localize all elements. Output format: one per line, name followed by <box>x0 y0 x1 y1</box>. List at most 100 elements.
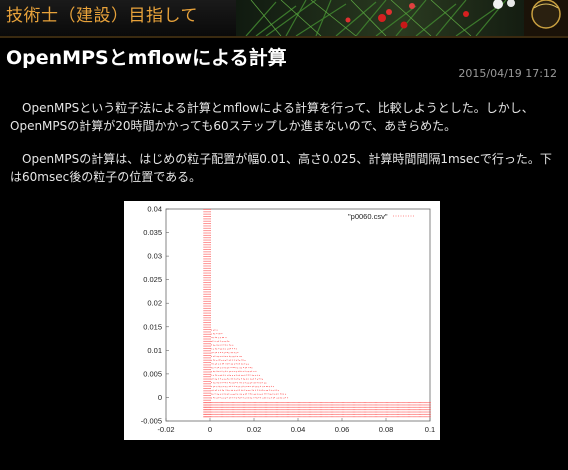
particle-point <box>350 402 351 403</box>
particle-point <box>301 414 302 415</box>
particle-point <box>216 416 217 417</box>
particle-point <box>426 412 427 413</box>
particle-point <box>362 402 363 403</box>
particle-point <box>417 412 418 413</box>
particle-point <box>207 233 208 234</box>
particle-point <box>207 412 208 413</box>
particle-point <box>339 414 340 415</box>
particle-point <box>210 409 211 410</box>
particle-point <box>208 390 209 391</box>
particle-point <box>214 405 215 406</box>
particle-point <box>208 320 209 321</box>
particle-point <box>214 397 215 398</box>
particle-point <box>357 416 358 417</box>
particle-point <box>206 242 207 243</box>
particle-point <box>302 412 303 413</box>
particle-point <box>250 375 251 376</box>
particle-point <box>207 357 208 358</box>
particle-point <box>218 364 219 365</box>
particle-point <box>210 412 211 413</box>
particle-point <box>217 405 218 406</box>
particle-point <box>423 414 424 415</box>
particle-point <box>208 218 209 219</box>
particle-point <box>264 386 265 387</box>
particle-point <box>400 402 401 403</box>
particle-point <box>236 398 237 399</box>
particle-point <box>203 327 204 328</box>
particle-point <box>206 407 207 408</box>
particle-point <box>372 407 373 408</box>
particle-point <box>370 407 371 408</box>
particle-point <box>269 402 270 403</box>
particle-point <box>217 371 218 372</box>
particle-point <box>394 414 395 415</box>
particle-point <box>209 317 210 318</box>
particle-point <box>207 270 208 271</box>
particle-point <box>231 378 232 379</box>
particle-point <box>313 414 314 415</box>
x-tick-label: 0.06 <box>335 425 350 434</box>
particle-point <box>232 409 233 410</box>
particle-point <box>230 412 231 413</box>
particle-point <box>205 237 206 238</box>
particle-point <box>240 394 241 395</box>
particle-point <box>396 414 397 415</box>
particle-point <box>207 372 208 373</box>
particle-point <box>228 341 229 342</box>
particle-point <box>249 414 250 415</box>
particle-point <box>230 397 231 398</box>
particle-point <box>206 223 207 224</box>
particle-point <box>282 409 283 410</box>
particle-point <box>266 412 267 413</box>
blog-title-link[interactable]: 技術士（建設）目指して <box>6 4 198 28</box>
particle-point <box>304 405 305 406</box>
particle-point <box>206 388 207 389</box>
particle-point <box>203 216 204 217</box>
particle-point <box>243 360 244 361</box>
particle-point <box>266 402 267 403</box>
particle-point <box>405 414 406 415</box>
particle-point <box>207 291 208 292</box>
particle-point <box>230 402 231 403</box>
particle-point <box>284 414 285 415</box>
particle-point <box>377 414 378 415</box>
particle-point <box>387 414 388 415</box>
particle-point <box>317 414 318 415</box>
particle-point <box>254 405 255 406</box>
post-title[interactable]: OpenMPSとmflowによる計算 <box>6 43 287 70</box>
particle-point <box>343 407 344 408</box>
particle-point <box>220 337 221 338</box>
particle-point <box>418 414 419 415</box>
particle-point <box>274 394 275 395</box>
particle-point <box>313 412 314 413</box>
particle-point <box>349 414 350 415</box>
particle-point <box>253 402 254 403</box>
particle-point <box>349 402 350 403</box>
particle-point <box>338 402 339 403</box>
particle-point <box>420 409 421 410</box>
particle-point <box>210 273 211 274</box>
particle-point <box>213 382 214 383</box>
particle-point <box>228 405 229 406</box>
particle-point <box>287 405 288 406</box>
particle-point <box>297 412 298 413</box>
particle-point <box>205 376 206 377</box>
particle-point <box>232 386 233 387</box>
particle-point <box>363 416 364 417</box>
particle-point <box>262 405 263 406</box>
particle-point <box>238 416 239 417</box>
particle-point <box>209 414 210 415</box>
particle-point <box>365 402 366 403</box>
particle-point <box>207 249 208 250</box>
particle-point <box>305 414 306 415</box>
particle-point <box>352 409 353 410</box>
particle-point <box>282 405 283 406</box>
particle-point <box>212 412 213 413</box>
particle-point <box>218 352 219 353</box>
particle-point <box>205 414 206 415</box>
particle-point <box>208 388 209 389</box>
particle-point <box>397 405 398 406</box>
particle-point <box>333 412 334 413</box>
particle-point <box>376 405 377 406</box>
particle-point <box>275 416 276 417</box>
